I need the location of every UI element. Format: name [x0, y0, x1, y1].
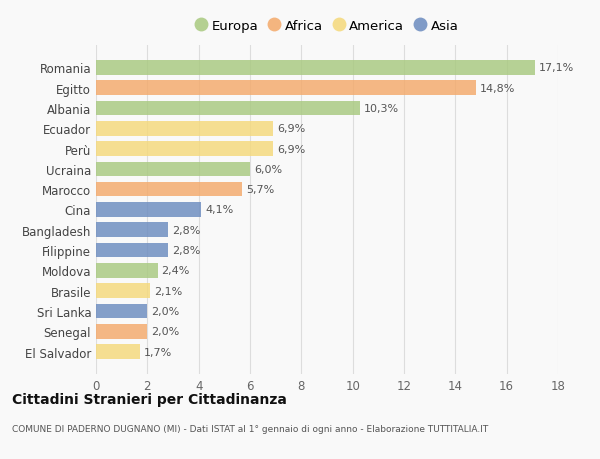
Text: 6,9%: 6,9% [277, 144, 305, 154]
Text: 2,4%: 2,4% [161, 266, 190, 276]
Bar [96, 142, 273, 157]
Bar [96, 223, 168, 238]
Text: 4,1%: 4,1% [205, 205, 233, 215]
Text: 5,7%: 5,7% [246, 185, 274, 195]
Bar [96, 122, 273, 136]
Bar [96, 284, 150, 298]
Bar [96, 325, 148, 339]
Text: 2,8%: 2,8% [172, 225, 200, 235]
Bar [96, 304, 148, 319]
Bar [96, 81, 476, 95]
Text: 2,8%: 2,8% [172, 246, 200, 256]
Text: 14,8%: 14,8% [480, 84, 515, 93]
Text: 17,1%: 17,1% [539, 63, 574, 73]
Bar [96, 263, 158, 278]
Bar [96, 182, 242, 197]
Text: 2,0%: 2,0% [151, 306, 179, 316]
Text: 2,0%: 2,0% [151, 327, 179, 336]
Text: Cittadini Stranieri per Cittadinanza: Cittadini Stranieri per Cittadinanza [12, 392, 287, 406]
Text: COMUNE DI PADERNO DUGNANO (MI) - Dati ISTAT al 1° gennaio di ogni anno - Elabora: COMUNE DI PADERNO DUGNANO (MI) - Dati IS… [12, 425, 488, 434]
Text: 1,7%: 1,7% [143, 347, 172, 357]
Text: 6,9%: 6,9% [277, 124, 305, 134]
Bar [96, 101, 361, 116]
Bar [96, 345, 140, 359]
Text: 2,1%: 2,1% [154, 286, 182, 296]
Legend: Europa, Africa, America, Asia: Europa, Africa, America, Asia [196, 20, 458, 33]
Text: 6,0%: 6,0% [254, 164, 282, 174]
Bar [96, 162, 250, 177]
Text: 10,3%: 10,3% [364, 104, 400, 114]
Bar [96, 203, 201, 217]
Bar [96, 61, 535, 75]
Bar [96, 243, 168, 258]
